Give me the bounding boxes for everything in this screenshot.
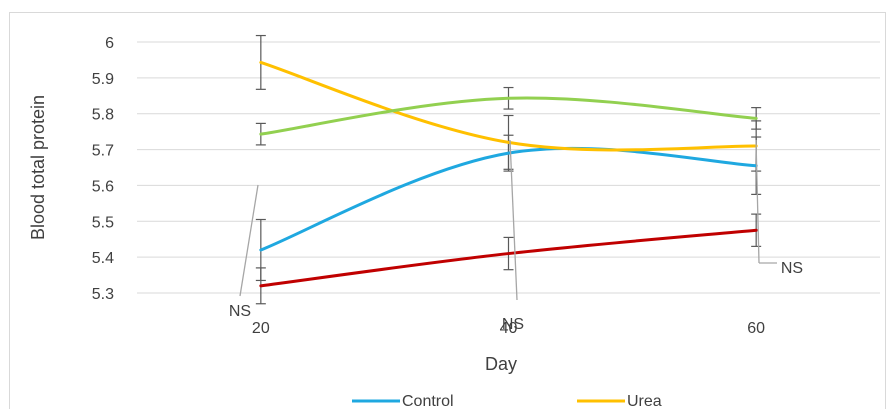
x-tick-label: 60 [747, 320, 765, 337]
y-tick-labels: 5.3 5.4 5.5 5.6 5.7 5.8 5.9 6 [92, 35, 114, 303]
ns-leader-line [509, 139, 518, 301]
x-tick-labels: 20 40 60 [252, 320, 765, 337]
ns-annotations: NS NS NS [229, 260, 803, 333]
series-lines [259, 60, 758, 288]
ns-leader-lines [239, 139, 777, 301]
y-tick-label: 5.9 [92, 71, 114, 88]
series-line-4 [259, 228, 758, 288]
series-line-urea [259, 60, 758, 152]
error-bars [255, 34, 762, 305]
x-tick-label: 20 [252, 320, 270, 337]
series-line-3 [259, 96, 758, 136]
ns-annotation: NS [781, 260, 803, 277]
legend-label-urea: Urea [627, 393, 662, 410]
legend: Control Urea [352, 393, 662, 410]
y-tick-label: 5.8 [92, 107, 114, 124]
y-axis-title: Blood total protein [28, 95, 48, 240]
legend-label-control: Control [402, 393, 454, 410]
y-tick-label: 5.3 [92, 286, 114, 303]
ns-annotation: NS [502, 316, 524, 333]
x-tick-label: 40 [500, 320, 518, 337]
y-tick-label: 6 [105, 35, 114, 52]
ns-annotation: NS [229, 303, 251, 320]
y-tick-label: 5.6 [92, 178, 114, 195]
y-tick-label: 5.7 [92, 143, 114, 160]
ns-leader-line [239, 184, 259, 297]
series-line-control [259, 146, 758, 252]
x-axis-title: Day [485, 354, 517, 374]
y-tick-label: 5.5 [92, 214, 114, 231]
y-tick-label: 5.4 [92, 250, 114, 267]
ns-leader-line [755, 139, 760, 264]
